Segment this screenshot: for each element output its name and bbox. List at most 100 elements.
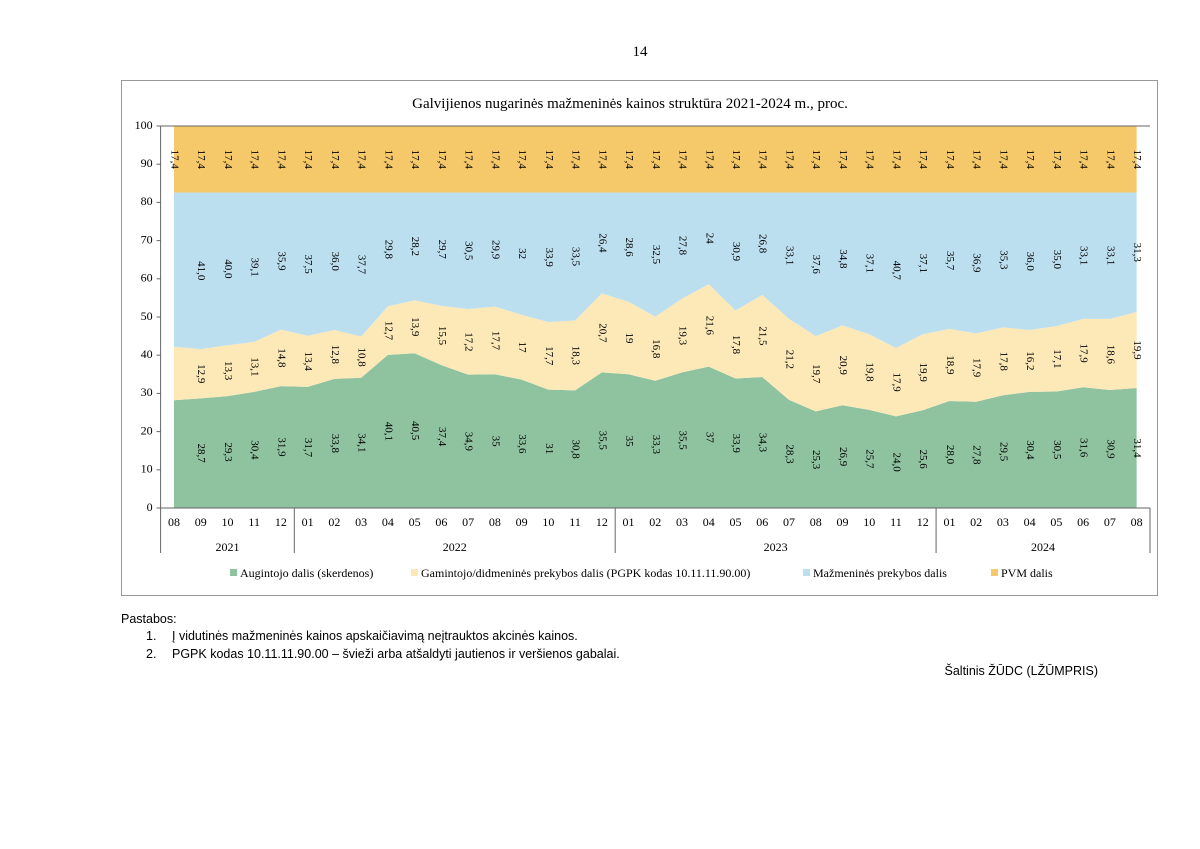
data-label: 34,9 [463, 432, 475, 452]
data-label: 13,9 [409, 317, 421, 337]
x-tick-label: 09 [836, 515, 848, 529]
x-tick-label: 11 [569, 515, 581, 529]
x-tick-label: 11 [890, 515, 902, 529]
x-tick-label: 10 [221, 515, 233, 529]
data-label: 17,4 [356, 150, 368, 170]
data-label: 17,4 [409, 150, 421, 170]
data-label: 17,4 [971, 150, 983, 170]
data-label: 17,4 [1024, 150, 1036, 170]
data-label: 13,1 [249, 357, 261, 376]
data-label: 17,4 [543, 150, 555, 170]
data-label: 19,3 [677, 326, 689, 346]
data-label: 29,9 [489, 240, 501, 260]
data-label: 28,7 [195, 444, 207, 464]
data-label: 17,4 [623, 150, 635, 170]
data-label: 24,0 [890, 453, 902, 473]
data-label: 34,1 [356, 433, 368, 452]
chart-frame [121, 80, 1158, 596]
source: Šaltinis ŽŪDC (LŽŪMPRIS) [944, 664, 1099, 678]
data-label: 37 [703, 432, 715, 444]
y-tick-label: 70 [141, 232, 153, 246]
x-tick-label: 04 [382, 515, 394, 529]
data-label: 15,5 [436, 326, 448, 346]
data-label: 17,4 [703, 150, 715, 170]
data-label: 33,5 [570, 247, 582, 267]
y-tick-label: 80 [141, 194, 153, 208]
data-label: 17,4 [1051, 150, 1063, 170]
data-label: 36,0 [329, 252, 341, 272]
x-tick-label: 08 [489, 515, 501, 529]
note-number: 1. [146, 629, 157, 643]
data-label: 40,5 [409, 421, 421, 441]
x-tick-label: 06 [1077, 515, 1089, 529]
y-tick-label: 30 [141, 385, 153, 399]
notes-heading: Pastabos: [121, 612, 177, 626]
x-tick-label: 06 [756, 515, 768, 529]
data-label: 30,9 [730, 242, 742, 262]
data-label: 25,6 [917, 449, 929, 469]
data-label: 34,8 [837, 249, 849, 269]
x-tick-label: 08 [168, 515, 180, 529]
y-tick-label: 60 [141, 271, 153, 285]
x-group-label: 2022 [443, 540, 467, 554]
data-label: 20,9 [837, 356, 849, 376]
data-label: 26,8 [757, 234, 769, 254]
data-label: 17,4 [890, 150, 902, 170]
data-label: 19,9 [1131, 340, 1143, 360]
data-label: 10,8 [356, 347, 368, 367]
y-tick-label: 10 [141, 462, 153, 476]
data-label: 20,7 [596, 323, 608, 343]
legend-label: Mažmeninės prekybos dalis [813, 566, 947, 580]
data-label: 21,2 [783, 350, 795, 369]
data-label: 39,1 [249, 258, 261, 277]
data-label: 13,4 [302, 352, 314, 372]
data-label: 13,3 [222, 361, 234, 381]
data-label: 17,4 [275, 150, 287, 170]
y-tick-label: 20 [141, 423, 153, 437]
x-tick-label: 05 [730, 515, 742, 529]
data-label: 17,4 [864, 150, 876, 170]
data-label: 35,7 [944, 251, 956, 271]
data-label: 29,5 [997, 442, 1009, 462]
data-label: 27,8 [677, 236, 689, 256]
data-label: 17,4 [730, 150, 742, 170]
data-label: 19 [623, 333, 635, 345]
legend-swatch [991, 569, 998, 576]
data-label: 17,4 [329, 150, 341, 170]
data-label: 27,8 [971, 445, 983, 465]
data-label: 17,4 [195, 150, 207, 170]
note-text: Į vidutinės mažmeninės kainos apskaičiav… [172, 629, 578, 643]
data-label: 40,7 [890, 261, 902, 281]
data-label: 40,0 [222, 259, 234, 279]
x-tick-label: 07 [462, 515, 474, 529]
x-tick-label: 06 [435, 515, 447, 529]
data-label: 37,6 [810, 255, 822, 275]
x-tick-label: 01 [302, 515, 314, 529]
data-label: 17 [516, 342, 528, 354]
data-label: 41,0 [195, 261, 207, 281]
x-group-label: 2021 [215, 540, 239, 554]
data-label: 17,4 [463, 150, 475, 170]
x-tick-label: 07 [783, 515, 795, 529]
data-label: 33,9 [543, 248, 555, 268]
note-number: 2. [146, 647, 157, 661]
x-tick-label: 09 [516, 515, 528, 529]
data-label: 30,5 [463, 241, 475, 261]
data-label: 35,9 [275, 251, 287, 271]
data-label: 19,7 [810, 364, 822, 384]
legend-label: Gamintojo/didmeninės prekybos dalis (PGP… [421, 566, 750, 580]
data-label: 17,4 [810, 150, 822, 170]
x-tick-label: 10 [863, 515, 875, 529]
x-tick-label: 05 [1050, 515, 1062, 529]
area [173, 353, 1137, 508]
x-tick-label: 08 [810, 515, 822, 529]
data-label: 35,5 [677, 431, 689, 451]
data-label: 16,8 [650, 339, 662, 359]
data-label: 17,4 [249, 150, 261, 170]
data-label: 31,6 [1078, 438, 1090, 458]
data-label: 17,4 [302, 150, 314, 170]
data-label: 35,3 [997, 250, 1009, 270]
data-label: 28,6 [623, 237, 635, 257]
x-tick-label: 03 [355, 515, 367, 529]
